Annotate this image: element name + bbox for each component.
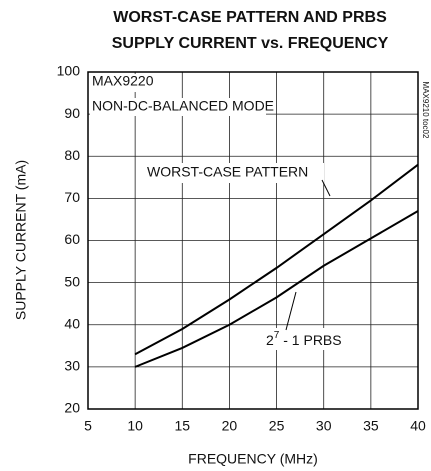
x-tick-label: 15 — [174, 418, 190, 434]
leader-line — [321, 179, 331, 197]
plot-border — [87, 71, 419, 410]
y-tick-label: 30 — [64, 358, 80, 374]
x-tick-label: 25 — [269, 418, 285, 434]
x-tick-label: 35 — [363, 418, 379, 434]
y-tick-label: 90 — [64, 105, 80, 121]
chart-title: SUPPLY CURRENT vs. FREQUENCY — [112, 35, 389, 52]
x-tick-label: 40 — [410, 418, 426, 434]
annotation-bg — [90, 98, 266, 116]
chart-title: WORST-CASE PATTERN AND PRBS — [113, 9, 387, 26]
label-part: - 1 PRBS — [279, 332, 341, 348]
x-tick-label: 10 — [127, 418, 143, 434]
x-tick-label: 20 — [222, 418, 238, 434]
y-axis-label: SUPPLY CURRENT (mA) — [13, 160, 29, 320]
y-tick-label: 80 — [64, 147, 80, 163]
x-tick-label: 30 — [316, 418, 332, 434]
side-note: MAX9210 toc02 — [421, 82, 430, 139]
line-series — [134, 210, 419, 368]
series-label: 27 - 1 PRBS — [266, 330, 342, 348]
annotation-bg — [90, 74, 164, 92]
line-series — [134, 163, 419, 356]
annotation: NON-DC-BALANCED MODE — [92, 98, 274, 114]
y-tick-label: 20 — [64, 400, 80, 416]
y-tick-label: 70 — [64, 189, 80, 205]
y-tick-label: 100 — [57, 63, 81, 79]
series-label: WORST-CASE PATTERN — [147, 164, 308, 180]
y-tick-label: 50 — [64, 273, 80, 289]
label-part: 2 — [266, 332, 274, 348]
y-tick-label: 60 — [64, 231, 80, 247]
annotation: MAX9220 — [92, 73, 154, 89]
leader-line — [285, 291, 297, 331]
y-tick-label: 40 — [64, 315, 80, 331]
label-part: 7 — [274, 330, 280, 341]
label-bg — [264, 328, 360, 350]
label-bg — [146, 163, 324, 183]
x-axis-label: FREQUENCY (MHz) — [188, 451, 318, 467]
x-tick-label: 5 — [84, 418, 92, 434]
